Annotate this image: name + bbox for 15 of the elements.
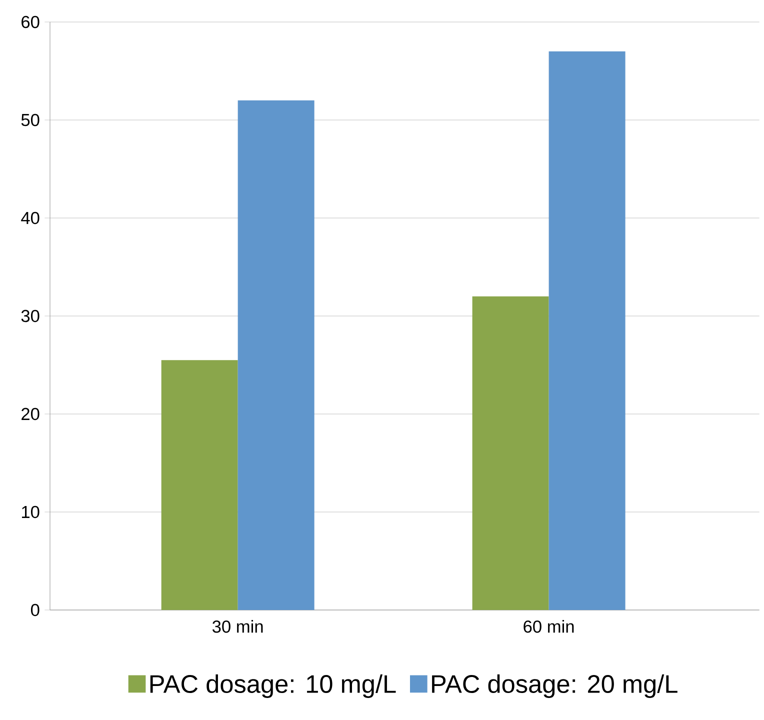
- y-tick-label: 50: [21, 114, 40, 126]
- y-tick-label: 0: [30, 604, 40, 616]
- bar: [472, 296, 549, 610]
- legend-label: PAC dosage: 20 mg/L: [432, 674, 678, 698]
- y-tick-label: 10: [22, 506, 40, 518]
- y-tick-label: 60: [22, 16, 40, 28]
- x-tick-label: 30 min: [212, 620, 263, 633]
- y-tick-label: 30: [21, 310, 40, 322]
- bar: [161, 360, 238, 610]
- y-tick-label: 20: [22, 408, 40, 420]
- bar: [238, 100, 314, 610]
- bar: [548, 51, 626, 610]
- x-tick-label: 60 min: [524, 620, 574, 633]
- y-tick-label: 40: [21, 212, 40, 224]
- legend-label: PAC dosage: 10 mg/L: [150, 674, 396, 698]
